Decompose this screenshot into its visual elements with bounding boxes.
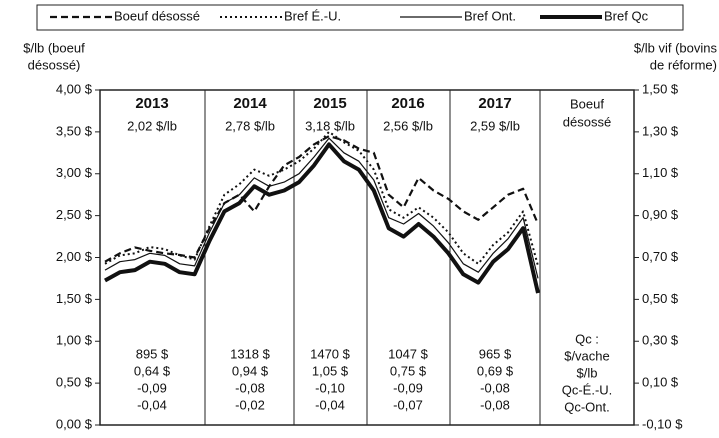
row-label: Qc-Ont.	[564, 399, 610, 414]
y-tick-label: 4,00 $	[56, 81, 93, 96]
table-cell: 965 $	[479, 346, 512, 361]
y-tick-label: 2,00 $	[56, 249, 93, 264]
table-cell: -0,10	[315, 380, 345, 395]
y-tick-label: 1,50 $	[56, 291, 93, 306]
table-header: désossé	[563, 114, 611, 129]
year-average: 2,78 $/lb	[225, 118, 275, 133]
table-cell: 0,94 $	[232, 363, 269, 378]
year-label: 2014	[233, 95, 267, 112]
row-label: $/vache	[564, 348, 610, 363]
year-label: 2017	[478, 95, 511, 112]
y2-tick-label: 1,10 $	[642, 165, 679, 180]
table-cell: -0,09	[393, 380, 423, 395]
year-average: 3,18 $/lb	[305, 118, 355, 133]
table-header: Boeuf	[570, 96, 604, 111]
y2-tick-label: 0,50 $	[642, 291, 679, 306]
table-cell: -0,02	[235, 397, 265, 412]
y2-tick-label: -0,10 $	[642, 416, 683, 431]
table-cell: -0,04	[315, 397, 345, 412]
year-average: 2,56 $/lb	[383, 118, 433, 133]
y-axis-label: désossé)	[28, 57, 81, 72]
legend-label: Boeuf désossé	[114, 8, 200, 23]
series-line	[104, 142, 540, 294]
y-tick-label: 3,50 $	[56, 123, 93, 138]
series-line	[104, 137, 539, 279]
year-average: 2,59 $/lb	[470, 118, 520, 133]
y-tick-label: 2,50 $	[56, 207, 93, 222]
legend-box	[36, 4, 684, 31]
y2-axis-label: $/lb vif (bovins	[634, 40, 718, 55]
table-cell: 1318 $	[230, 346, 271, 361]
table-cell: 1,05 $	[312, 363, 349, 378]
legend-label: Bref Ont.	[464, 8, 516, 23]
y2-axis-label: de réforme)	[650, 57, 717, 72]
y-tick-label: 0,50 $	[56, 375, 93, 390]
legend-label: Bref É.-U.	[284, 8, 341, 23]
row-label: Qc-É.-U.	[562, 382, 613, 397]
table-cell: 1047 $	[388, 346, 429, 361]
y-axis-label: $/lb (boeuf	[23, 40, 85, 55]
y2-tick-label: 1,30 $	[642, 123, 679, 138]
year-label: 2015	[313, 95, 346, 112]
series-line	[104, 130, 539, 267]
y-tick-label: 3,00 $	[56, 165, 93, 180]
table-cell: -0,09	[137, 380, 167, 395]
year-label: 2016	[391, 95, 424, 112]
y2-tick-label: 0,70 $	[642, 249, 679, 264]
table-cell: 0,75 $	[390, 363, 427, 378]
table-cell: 0,69 $	[477, 363, 514, 378]
y2-tick-label: 1,50 $	[642, 81, 679, 96]
row-label: $/lb	[577, 365, 598, 380]
series-line	[104, 135, 540, 263]
year-label: 2013	[135, 95, 168, 112]
table-cell: 895 $	[136, 346, 169, 361]
y-tick-label: 1,00 $	[56, 333, 93, 348]
y2-tick-label: 0,90 $	[642, 207, 679, 222]
row-label: Qc :	[575, 331, 599, 346]
table-cell: -0,04	[137, 397, 167, 412]
y2-tick-label: 0,10 $	[642, 375, 679, 390]
table-cell: -0,08	[480, 397, 510, 412]
y2-tick-label: 0,30 $	[642, 333, 679, 348]
y-tick-label: 0,00 $	[56, 416, 93, 431]
table-cell: -0,07	[393, 397, 423, 412]
legend-label: Bref Qc	[604, 8, 649, 23]
table-cell: 0,64 $	[134, 363, 171, 378]
year-average: 2,02 $/lb	[127, 118, 177, 133]
table-cell: 1470 $	[310, 346, 351, 361]
table-cell: -0,08	[480, 380, 510, 395]
table-cell: -0,08	[235, 380, 265, 395]
